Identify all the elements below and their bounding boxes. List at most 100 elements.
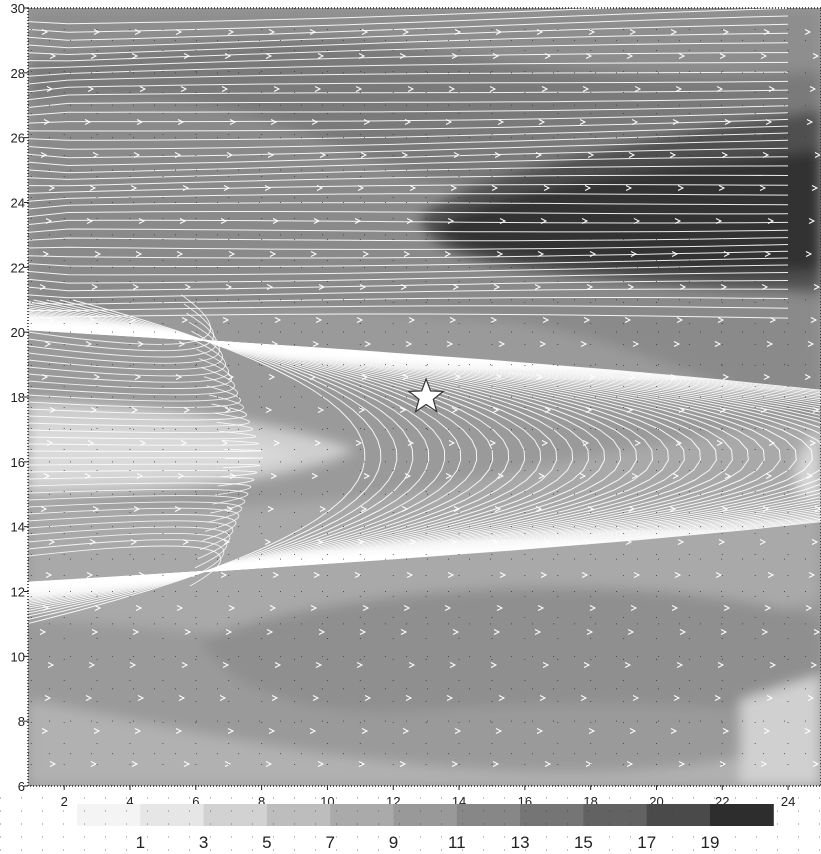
streamline	[28, 326, 821, 586]
flow-arrow	[135, 605, 143, 611]
legend-swatch	[646, 804, 711, 826]
flow-arrow	[764, 605, 772, 611]
flow-arrow	[544, 407, 552, 413]
streamline	[28, 325, 821, 587]
flow-arrow	[183, 761, 191, 767]
flow-arrow	[359, 629, 367, 635]
streamline	[28, 495, 246, 514]
flow-arrow	[228, 251, 236, 257]
flow-arrow	[760, 53, 768, 59]
streamline	[28, 532, 228, 569]
flow-arrow	[670, 29, 678, 35]
flow-arrow	[585, 407, 593, 413]
flow-arrow	[224, 407, 232, 413]
flow-arrow	[497, 119, 505, 125]
flow-arrow	[229, 119, 237, 125]
flow-arrow	[42, 251, 50, 257]
streamline	[28, 244, 789, 250]
streamline	[28, 323, 781, 589]
flow-arrow	[93, 29, 101, 35]
streamline	[28, 42, 789, 62]
legend-label: 19	[701, 833, 720, 852]
flow-arrow	[631, 119, 639, 125]
flow-arrow	[587, 506, 595, 512]
flow-arrow	[92, 506, 100, 512]
flow-arrow	[499, 218, 507, 224]
streamline	[28, 318, 638, 594]
flow-arrow	[764, 251, 772, 257]
flow-arrow	[498, 695, 506, 701]
flow-arrow	[812, 407, 820, 413]
flow-arrow	[670, 374, 678, 380]
flow-arrow	[763, 374, 771, 380]
flow-arrow	[679, 629, 687, 635]
flow-arrow	[495, 728, 503, 734]
flow-arrow	[309, 374, 317, 380]
flow-arrow	[450, 539, 458, 545]
flow-arrow	[406, 218, 414, 224]
streamline	[28, 23, 789, 49]
streamline	[28, 250, 789, 259]
legend-swatch	[203, 804, 268, 826]
flow-arrow	[534, 284, 542, 290]
flow-arrow	[677, 185, 685, 191]
streamline	[28, 312, 542, 600]
flow-arrow	[675, 86, 683, 92]
flow-arrow	[677, 539, 685, 545]
streamline	[28, 15, 789, 41]
flow-arrow	[719, 53, 727, 59]
streamline	[28, 439, 259, 446]
flow-arrow	[407, 86, 415, 92]
streamline	[28, 430, 256, 440]
legend-label: 13	[511, 833, 530, 852]
streamline	[28, 514, 237, 541]
flow-arrow	[44, 695, 52, 701]
flow-arrow	[721, 506, 729, 512]
flow-arrow	[589, 605, 597, 611]
flow-arrow	[625, 539, 633, 545]
flow-arrow	[544, 53, 552, 59]
y-tick-label: 22	[11, 260, 25, 275]
flow-arrow	[402, 29, 410, 35]
streamline	[28, 257, 789, 267]
flow-arrow	[810, 317, 818, 323]
flow-arrow	[632, 695, 640, 701]
flow-arrow	[313, 572, 321, 578]
y-axis: 6 8 10 12 14 16 18 20 22 24 26 28 30	[11, 1, 28, 794]
flow-arrow	[588, 374, 596, 380]
y-tick-label: 6	[18, 779, 25, 794]
flow-arrow	[270, 119, 278, 125]
streamline	[28, 272, 789, 284]
streamline	[28, 132, 789, 150]
flow-arrow	[272, 218, 280, 224]
flow-arrow	[804, 29, 812, 35]
y-tick-label: 28	[11, 66, 25, 81]
flow-arrow	[629, 728, 637, 734]
flow-arrow	[40, 152, 48, 158]
flow-arrow	[762, 506, 770, 512]
flow-arrow	[270, 473, 278, 479]
streamline	[28, 299, 414, 614]
streamline	[28, 488, 249, 505]
y-tick-label: 16	[11, 455, 25, 470]
flow-arrow	[356, 662, 364, 668]
flow-arrow	[765, 119, 773, 125]
flow-arrow	[136, 473, 144, 479]
y-tick-label: 18	[11, 390, 25, 405]
flow-arrow	[45, 572, 53, 578]
flow-arrow	[221, 86, 229, 92]
streamline	[28, 211, 789, 218]
flow-arrow	[454, 728, 462, 734]
flow-arrow	[719, 761, 727, 767]
flow-arrow	[225, 284, 233, 290]
flow-arrow	[48, 539, 56, 545]
legend-colorbar: 1 3 5 7 9 11 13 15 17 19	[0, 797, 821, 852]
flow-arrow	[716, 86, 724, 92]
flow-arrow	[222, 662, 230, 668]
streamline	[28, 71, 789, 85]
flow-arrow	[174, 152, 182, 158]
flow-arrow	[400, 629, 408, 635]
flow-arrow	[805, 251, 813, 257]
flow-arrow	[495, 29, 503, 35]
streamline	[28, 330, 223, 371]
